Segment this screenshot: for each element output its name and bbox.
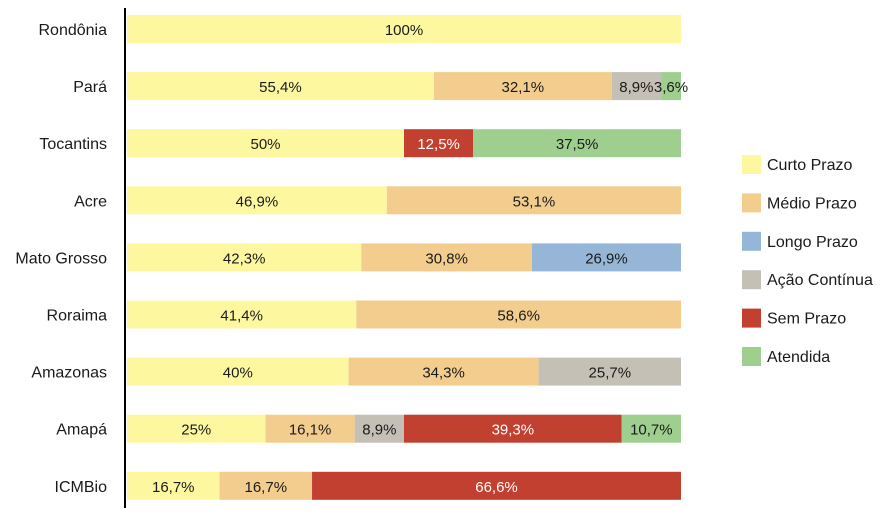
category-label-icmbio: ICMBio [55,479,108,496]
bar-para-curto-prazo [127,72,434,101]
bar-roraima-medio-prazo [356,300,681,329]
data-label-amapa-atendida: 10,7% [630,422,673,439]
legend-label-sem-prazo: Sem Prazo [767,311,846,328]
bar-para-acao-continua [611,72,662,101]
bar-tocantins-curto-prazo [127,129,404,158]
legend-swatch-medio-prazo [742,193,761,213]
category-label-mato-grosso: Mato Grosso [15,250,107,267]
data-label-icmbio-sem-prazo: 66,6% [475,479,518,496]
data-label-amapa-curto-prazo: 25% [181,422,211,439]
bar-amapa-acao-continua [354,414,404,443]
bar-amazonas-medio-prazo [348,357,539,386]
bar-mato-grosso-curto-prazo [127,243,362,272]
bar-amapa-sem-prazo [404,414,622,443]
data-label-para-acao-continua: 8,9% [619,79,653,96]
data-label-tocantins-sem-prazo: 12,5% [417,136,460,153]
data-label-amazonas-acao-continua: 25,7% [589,365,632,382]
data-label-mato-grosso-curto-prazo: 42,3% [223,250,266,267]
bar-mato-grosso-longo-prazo [531,243,681,272]
bar-amapa-atendida [621,414,681,443]
bar-para-medio-prazo [433,72,612,101]
bar-acre-curto-prazo [127,186,387,215]
legend: Curto Prazo Médio Prazo Longo Prazo Ação Co… [742,155,873,366]
bar-tocantins-atendida [473,129,681,158]
bar-icmbio-medio-prazo [219,471,313,500]
data-label-tocantins-atendida: 37,5% [556,136,599,153]
data-label-amapa-medio-prazo: 16,1% [289,422,332,439]
data-label-amapa-acao-continua: 8,9% [362,422,396,439]
bar-amazonas-acao-continua [538,357,681,386]
category-label-amazonas: Amazonas [31,365,107,382]
legend-swatch-atendida [742,347,761,366]
bar-roraima-curto-prazo [127,300,357,329]
bar-amapa-curto-prazo [127,414,266,443]
category-label-rondonia: Rondônia [39,22,108,39]
bar-mato-grosso-medio-prazo [361,243,532,272]
bar-para-atendida [661,72,681,101]
data-label-para-curto-prazo: 55,4% [259,79,302,96]
legend-swatch-longo-prazo [742,231,761,251]
legend-label-longo-prazo: Longo Prazo [767,234,858,251]
legend-label-atendida: Atendida [767,349,830,366]
legend-label-medio-prazo: Médio Prazo [767,195,857,212]
bar-tocantins-sem-prazo [404,129,474,158]
bar-rondonia-curto-prazo [127,15,681,43]
data-label-tocantins-curto-prazo: 50% [250,136,280,153]
legend-swatch-sem-prazo [742,308,761,328]
data-label-icmbio-medio-prazo: 16,7% [245,479,288,496]
data-label-icmbio-curto-prazo: 16,7% [152,479,195,496]
category-labels: Rondônia Pará Tocantins Acre Mato Grosso Rora… [15,22,107,496]
legend-swatch-curto-prazo [742,155,761,174]
data-label-amazonas-curto-prazo: 40% [223,365,253,382]
bar-icmbio-curto-prazo [127,471,220,500]
data-label-amazonas-medio-prazo: 34,3% [422,365,465,382]
legend-label-curto-prazo: Curto Prazo [767,157,852,174]
data-label-acre-medio-prazo: 53,1% [513,193,556,210]
category-label-acre: Acre [74,193,107,210]
data-label-roraima-curto-prazo: 41,4% [220,308,263,325]
category-label-amapa: Amapá [56,422,107,439]
category-label-roraima: Roraima [47,308,108,325]
data-label-para-atendida: 3,6% [654,79,688,96]
bar-amazonas-curto-prazo [127,357,349,386]
data-label-rondonia-curto-prazo: 100% [385,22,423,39]
data-label-para-medio-prazo: 32,1% [502,79,545,96]
data-label-acre-curto-prazo: 46,9% [236,193,279,210]
data-label-mato-grosso-longo-prazo: 26,9% [585,250,628,267]
category-label-tocantins: Tocantins [39,136,107,153]
category-label-para: Pará [73,79,107,96]
data-label-mato-grosso-medio-prazo: 30,8% [425,250,468,267]
data-label-amapa-sem-prazo: 39,3% [492,422,535,439]
bars-group: 100%55,4% 32,1% 8,9% 3,6%50% 12,5% 37,5%46,9%… [127,15,688,500]
legend-swatch-acao-continua [742,270,761,290]
data-label-roraima-medio-prazo: 58,6% [497,308,540,325]
bar-acre-medio-prazo [386,186,681,215]
bar-icmbio-sem-prazo [312,471,681,500]
bar-amapa-medio-prazo [265,414,355,443]
legend-label-acao-continua: Ação Contínua [767,272,873,289]
